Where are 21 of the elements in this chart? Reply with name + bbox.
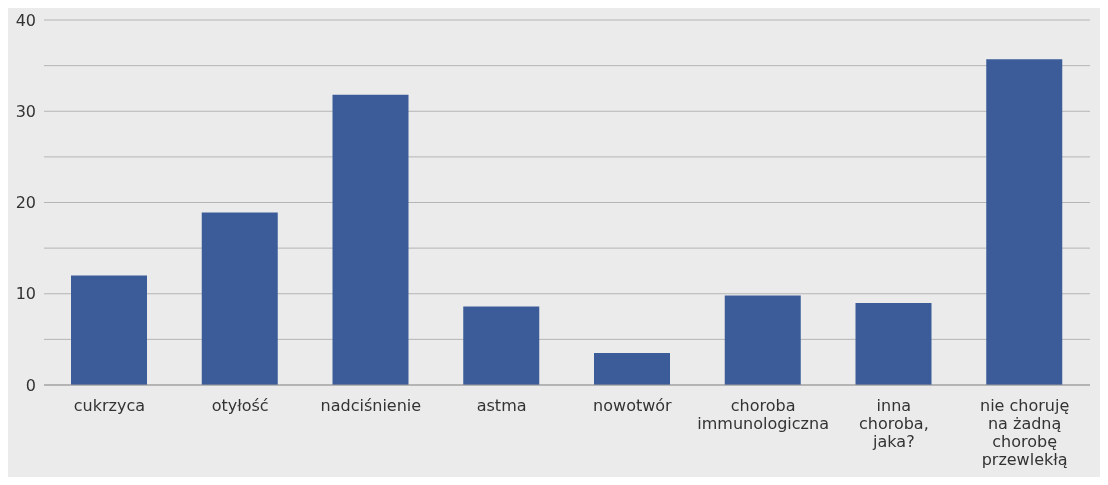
x-tick-label: nie choruję na żadną chorobę przewlekłą: [980, 396, 1070, 469]
y-tick-label: 40: [15, 10, 36, 30]
bar: [71, 275, 147, 385]
x-tick-label: astma: [476, 396, 527, 415]
bar: [855, 302, 932, 385]
bar: [463, 306, 540, 385]
x-tick-label: choroba immunologiczna: [697, 396, 829, 433]
x-tick-label: nowotwór: [593, 396, 673, 415]
bar: [986, 59, 1063, 385]
x-tick-label: cukrzyca: [73, 396, 145, 415]
y-tick-label: 0: [25, 375, 36, 395]
y-tick-label: 10: [15, 284, 36, 304]
x-tick-label: inna choroba, jaka?: [858, 396, 929, 451]
y-tick-label: 20: [15, 193, 36, 213]
bar: [594, 353, 670, 385]
bar: [201, 212, 278, 385]
bar: [724, 295, 801, 385]
x-tick-label: otyłość: [211, 396, 269, 415]
x-tick-label: nadciśnienie: [320, 396, 422, 415]
bar: [332, 94, 409, 385]
y-tick-label: 30: [15, 101, 36, 121]
